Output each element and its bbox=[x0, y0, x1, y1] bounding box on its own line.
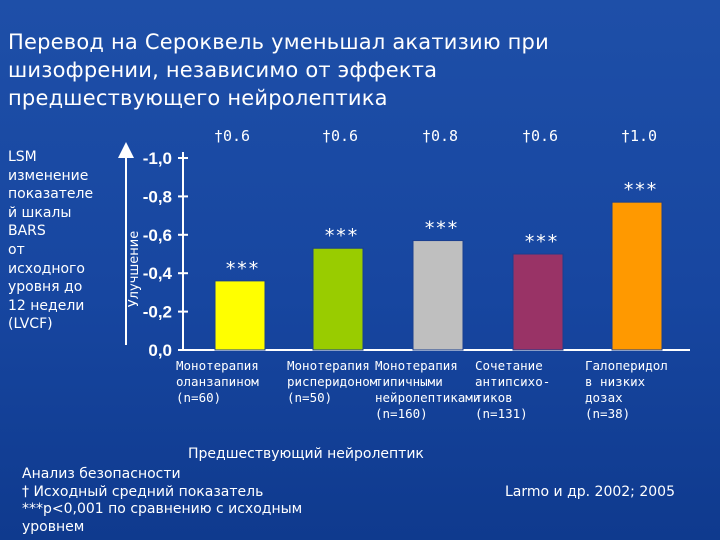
category-label: антипсихо- bbox=[475, 374, 550, 389]
y-axis-label-line: LSM bbox=[8, 149, 37, 165]
category-label: Монотерапия bbox=[375, 358, 458, 373]
title-line: шизофрении, независимо от эффекта bbox=[8, 58, 438, 82]
category-label: нейролептиками bbox=[375, 390, 480, 405]
category-label: (n=50) bbox=[287, 390, 332, 405]
footnotes: Анализ безопасности † Исходный средний п… bbox=[22, 466, 302, 536]
category-label: Монотерапия bbox=[287, 358, 370, 373]
category-label: Галоперидол bbox=[585, 358, 668, 373]
baseline-label: †1.0 bbox=[621, 127, 657, 145]
y-tick-label: -1,0 bbox=[143, 149, 172, 168]
y-tick-label: -0,6 bbox=[143, 226, 172, 245]
category-label: (n=38) bbox=[585, 406, 630, 421]
footnote-line: уровнем bbox=[22, 518, 85, 535]
significance-label: *** bbox=[225, 258, 259, 280]
category-label: (n=131) bbox=[475, 406, 528, 421]
source-citation: Larmo и др. 2002; 2005 bbox=[505, 484, 675, 500]
y-tick-label: -0,2 bbox=[143, 303, 172, 322]
baseline-label: †0.6 bbox=[322, 127, 358, 145]
category-label: типичными bbox=[375, 374, 443, 389]
footnote-line: ***p<0,001 по сравнению с исходным bbox=[22, 501, 303, 517]
significance-label: *** bbox=[623, 179, 657, 201]
baseline-label: †0.6 bbox=[214, 127, 250, 145]
category-label: тиков bbox=[475, 390, 513, 405]
baseline-label: †0.8 bbox=[422, 127, 458, 145]
y-axis-label-line: исходного bbox=[8, 260, 85, 277]
bar bbox=[312, 247, 364, 351]
y-axis-label-line: (LVCF) bbox=[8, 316, 53, 333]
category-label: Сочетание bbox=[475, 358, 543, 373]
baseline-label: †0.6 bbox=[522, 127, 558, 145]
y-axis-label-line: уровня до bbox=[8, 279, 83, 296]
y-axis-label-line: BARS bbox=[8, 223, 46, 240]
y-axis-label-line: изменение bbox=[8, 167, 89, 184]
bar bbox=[611, 201, 663, 351]
y-axis-label-line: 12 недели bbox=[8, 297, 85, 314]
category-label: в низких bbox=[585, 374, 646, 389]
y-axis-label: LSM изменение показателе й шкалы BARS от… bbox=[8, 148, 100, 334]
y-tick-label: 0,0 bbox=[148, 341, 172, 360]
y-axis-label-line: й шкалы bbox=[8, 204, 72, 221]
footnote-line: Анализ безопасности bbox=[22, 466, 181, 482]
footnote-line: † Исходный средний показатель bbox=[22, 483, 264, 500]
category-label: оланзапином bbox=[176, 374, 259, 389]
title-line: предшествующего нейролептика bbox=[8, 86, 388, 110]
significance-label: *** bbox=[324, 225, 358, 247]
category-label: Монотерапия bbox=[176, 358, 259, 373]
bar bbox=[214, 280, 266, 351]
y-axis-label-line: от bbox=[8, 241, 25, 258]
category-label: рисперидоном bbox=[287, 374, 378, 389]
bar bbox=[512, 253, 564, 351]
y-axis-label-line: показателе bbox=[8, 186, 94, 203]
y-tick-label: -0,4 bbox=[143, 264, 173, 283]
bar bbox=[412, 240, 464, 351]
category-label: (n=60) bbox=[176, 390, 221, 405]
category-label: (n=160) bbox=[375, 406, 428, 421]
y-tick-label: -0,8 bbox=[143, 187, 172, 206]
title-line: Перевод на Сероквель уменьшал акатизию п… bbox=[8, 30, 549, 54]
significance-label: *** bbox=[524, 231, 558, 253]
slide-title: Перевод на Сероквель уменьшал акатизию п… bbox=[8, 28, 708, 112]
category-label: дозах bbox=[585, 390, 623, 405]
previous-antipsychotic-label: Предшествующий нейролептик bbox=[188, 446, 424, 462]
significance-label: *** bbox=[424, 218, 458, 240]
